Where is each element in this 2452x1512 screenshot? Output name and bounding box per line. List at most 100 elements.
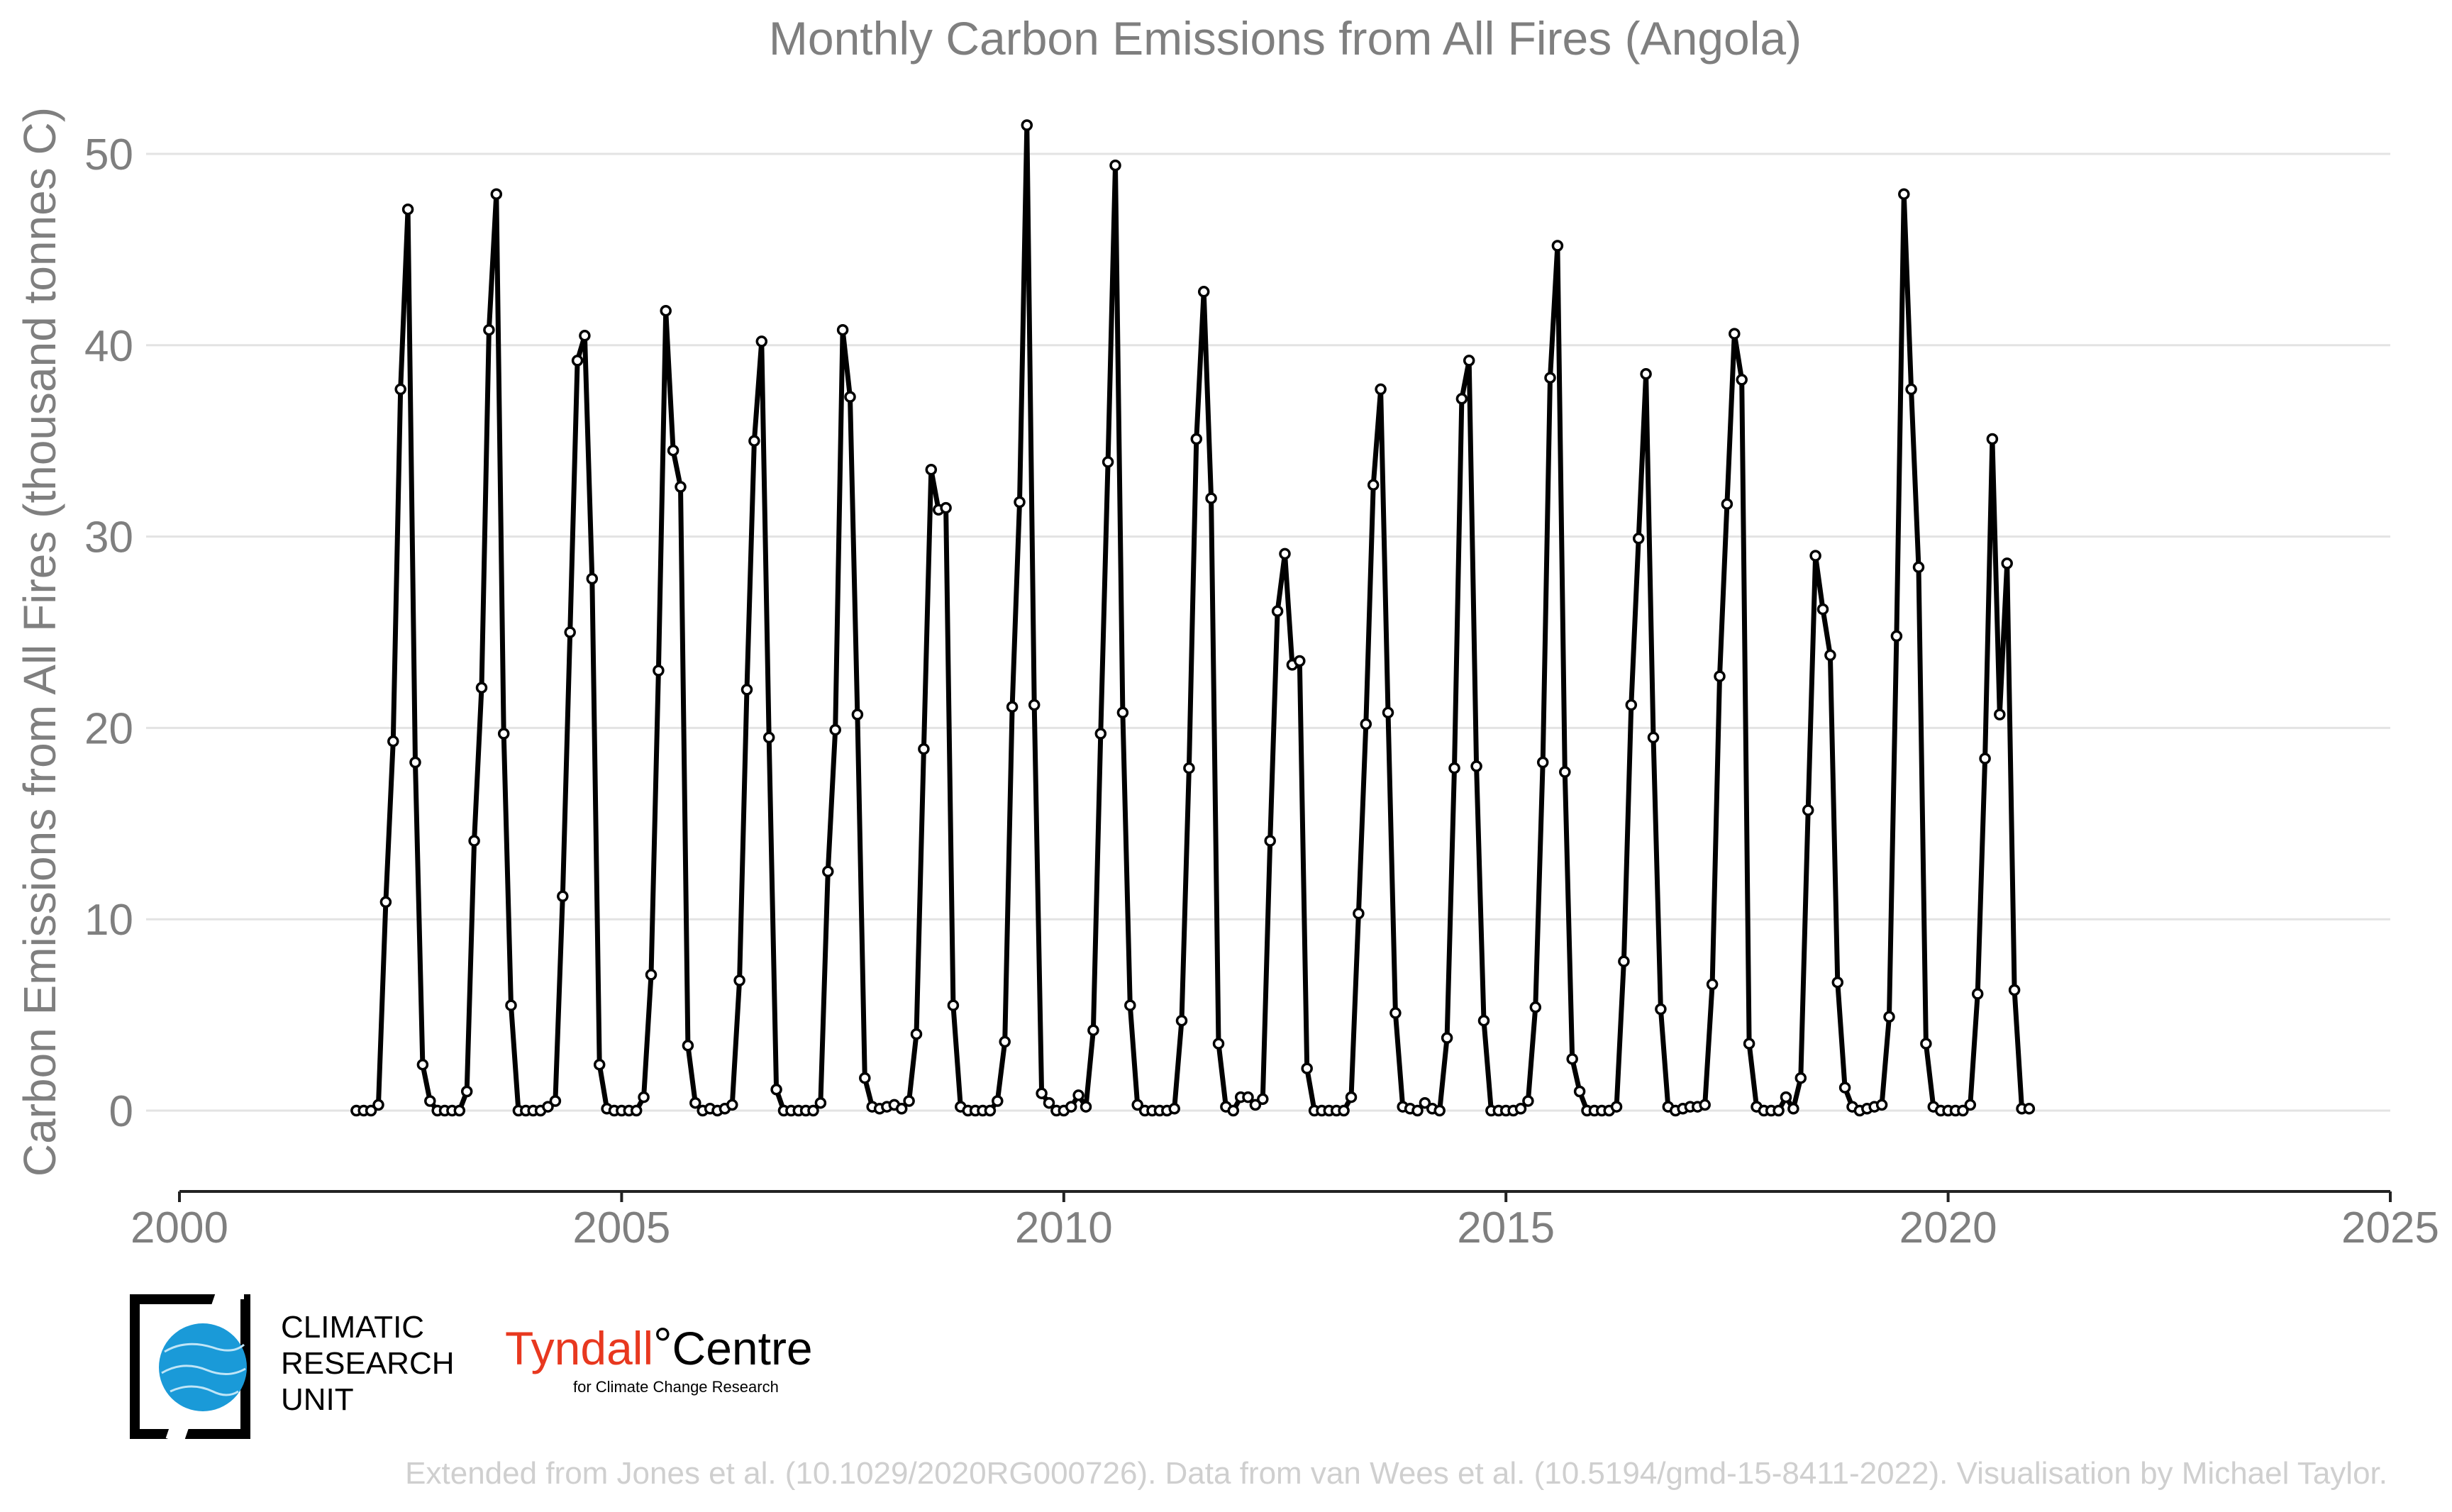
data-point [1345,1091,1358,1104]
x-tick-label-2000: 2000 [131,1204,228,1252]
data-point [1227,1104,1240,1117]
data-point [1536,756,1549,769]
data-point [992,1095,1004,1107]
data-point [675,481,687,493]
data-point [1419,1096,1431,1109]
data-point [1375,383,1387,396]
data-point [1433,1104,1446,1117]
data-point [822,865,834,878]
data-point [1573,1085,1586,1098]
data-point [1028,699,1041,711]
data-point [918,743,930,755]
data-point [593,1058,606,1071]
y-axis-ticks: 0 10 20 30 40 50 [84,130,133,1136]
data-point [1205,492,1217,504]
data-point [1338,1104,1350,1117]
data-point [1721,498,1733,510]
data-point [1780,1091,1792,1104]
data-point [1080,1101,1092,1113]
data-point [1743,1038,1755,1050]
data-point [1706,978,1719,991]
y-tick-label-40: 40 [84,322,133,371]
data-point [660,304,672,317]
data-point [387,735,399,747]
data-point [1021,119,1033,131]
data-point [483,323,495,336]
data-point [770,1084,782,1096]
data-point [1838,1082,1851,1094]
data-point [1890,630,1903,643]
data-point [851,708,864,721]
y-tick-label-30: 30 [84,513,133,562]
data-point [579,330,591,342]
data-point [1197,286,1210,298]
series-emissions [350,119,2036,1117]
data-point [1551,240,1564,252]
data-point [755,335,768,348]
data-point [1087,1024,1099,1036]
data-point [416,1058,429,1071]
data-point [1131,1099,1143,1111]
data-point [1463,355,1475,367]
data-point [829,723,841,736]
x-tick-label-2020: 2020 [1899,1204,1997,1252]
x-tick-label-2025: 2025 [2341,1204,2439,1252]
y-tick-label-10: 10 [84,896,133,945]
data-point [984,1104,997,1117]
cru-line-2: RESEARCH [281,1346,455,1381]
data-point [859,1072,871,1084]
data-point [1883,1011,1895,1023]
y-axis-label: Carbon Emissions from All Fires (thousan… [14,107,65,1177]
data-point [1389,1007,1402,1019]
data-point [453,1104,466,1117]
data-point [475,682,488,694]
cru-logo: CLIMATIC RESEARCH UNIT [130,1289,455,1445]
data-point [1566,1052,1578,1065]
data-point [1242,1091,1254,1104]
data-point [1802,804,1814,816]
y-tick-label-50: 50 [84,130,133,179]
tyndall-name: Tyndall [505,1322,653,1374]
data-point [401,203,414,216]
data-point [2001,557,2013,569]
data-point [1655,1003,1667,1016]
data-point [1353,907,1365,920]
data-point [1514,1103,1527,1115]
data-point [1175,1014,1188,1027]
data-point [910,1028,923,1040]
cru-line-1: CLIMATIC [281,1310,424,1345]
data-point [1964,1099,1977,1111]
gridlines [146,152,2390,1112]
data-point [542,1101,554,1113]
data-point [1529,1001,1542,1013]
data-point [1610,1101,1623,1113]
chart-title: Monthly Carbon Emissions from All Fires … [769,12,1802,65]
data-point [1979,752,1991,765]
data-point [2008,984,2021,996]
data-point [1382,706,1394,719]
data-point [1183,762,1195,774]
y-tick-label-0: 0 [109,1087,133,1136]
data-point [1109,159,1121,172]
data-point [1787,1103,1799,1115]
data-point [1271,605,1284,618]
data-point [1831,976,1844,989]
data-point [903,1095,915,1107]
data-point [1994,708,2006,721]
y-tick-label-20: 20 [84,704,133,753]
data-point [1522,1095,1534,1107]
data-point [1168,1103,1180,1115]
data-point [1544,372,1556,384]
data-point [1957,1104,1969,1117]
tyndall-degree: ° [653,1318,672,1370]
data-point [1294,655,1306,667]
data-point [394,383,406,396]
x-tick-label-2005: 2005 [572,1204,670,1252]
data-point [947,999,960,1011]
data-point [1729,328,1741,340]
x-tick-label-2015: 2015 [1457,1204,1555,1252]
svg-text:Tyndall°Centre: Tyndall°Centre [505,1318,813,1374]
data-point [1124,999,1136,1011]
globe-swirl-icon [161,1343,246,1396]
data-point [638,1091,650,1104]
